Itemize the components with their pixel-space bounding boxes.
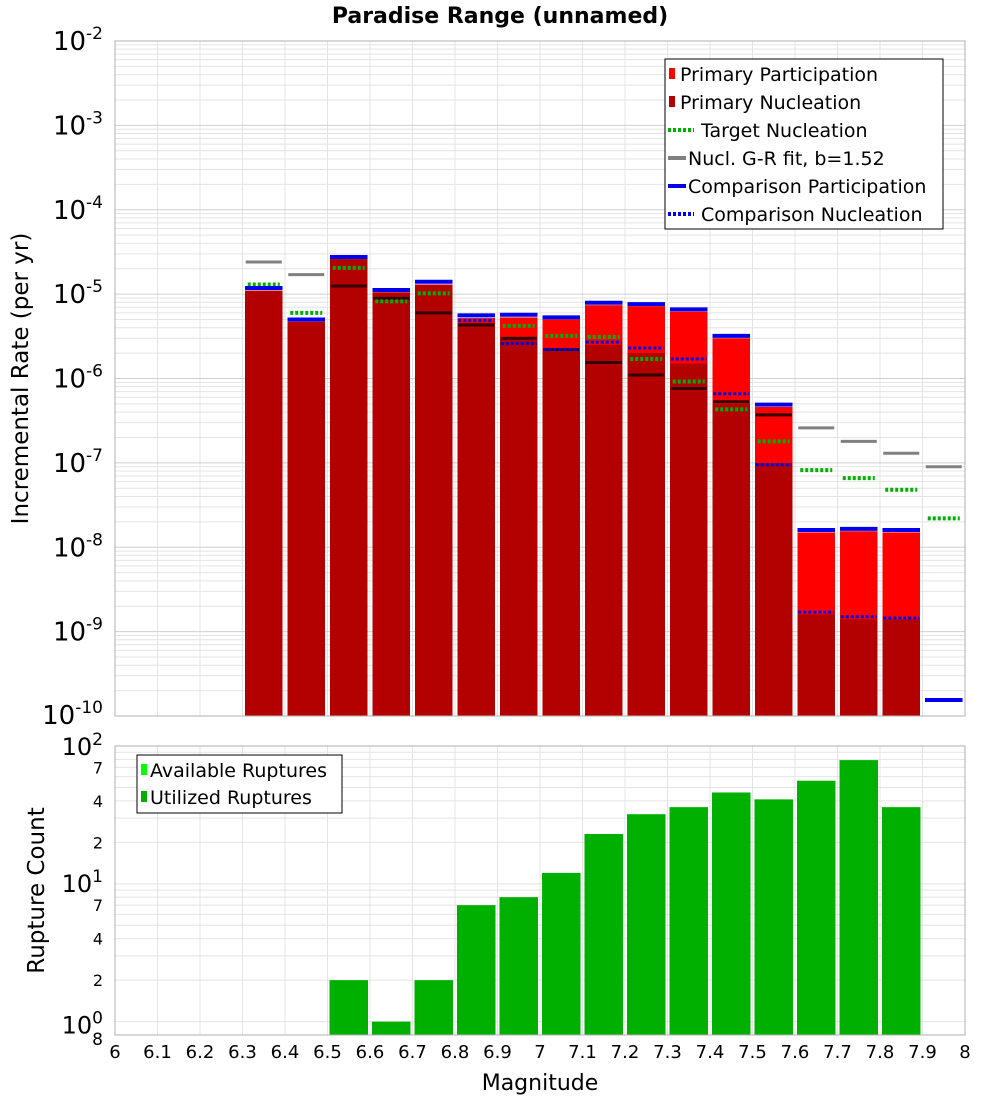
primary-nucleation-bar <box>245 290 283 716</box>
top-y-tick-label: 10-5 <box>53 277 103 310</box>
x-tick-label: 7.3 <box>653 1042 682 1063</box>
x-tick-label: 7.6 <box>781 1042 810 1063</box>
x-tick-label: 7 <box>534 1042 545 1063</box>
x-tick-label: 6.9 <box>483 1042 512 1063</box>
bottom-y-minor-tick-label: 7 <box>93 896 103 915</box>
top-y-axis-label: Incremental Rate (per yr) <box>8 233 34 525</box>
utilized-ruptures-bar <box>329 980 368 1035</box>
bottom-y-minor-tick-label: 4 <box>93 792 103 811</box>
top-legend-entry: Primary Nucleation <box>680 92 861 114</box>
utilized-ruptures-bar <box>839 760 878 1035</box>
utilized-ruptures-bar <box>584 833 623 1035</box>
legend-swatch <box>141 764 147 775</box>
utilized-ruptures-bar <box>669 807 708 1035</box>
top-plot-frame <box>114 40 966 717</box>
primary-nucleation-bar <box>797 614 835 716</box>
primary-nucleation-bar <box>457 322 495 716</box>
primary-nucleation-bar <box>287 321 325 716</box>
primary-nucleation-bar <box>415 284 453 716</box>
utilized-ruptures-bar <box>372 1021 411 1035</box>
top-y-tick-label: 10-8 <box>53 530 103 563</box>
bottom-y-minor-tick-label: 2 <box>93 833 103 852</box>
primary-nucleation-bar <box>330 259 368 716</box>
bottom-y-min-tick-label: 8 <box>92 1030 103 1050</box>
primary-nucleation-bar <box>670 363 708 716</box>
x-tick-label: 6.3 <box>228 1042 257 1063</box>
bottom-plot-frame <box>114 745 966 1036</box>
top-y-tick-label: 10-4 <box>53 193 103 226</box>
x-tick-label: 6.5 <box>313 1042 342 1063</box>
x-tick-label: 7.4 <box>696 1042 725 1063</box>
bottom-y-major-tick-label: 100 <box>62 1009 103 1040</box>
utilized-ruptures-bar <box>712 792 751 1035</box>
utilized-ruptures-bar <box>542 872 581 1035</box>
x-tick-label: 6.2 <box>186 1042 215 1063</box>
x-tick-label: 7.8 <box>866 1042 895 1063</box>
bottom-legend-entry: Available Ruptures <box>150 760 327 782</box>
x-tick-label: 6.1 <box>143 1042 172 1063</box>
utilized-ruptures-bar <box>627 814 666 1035</box>
primary-nucleation-bar <box>585 344 623 716</box>
x-tick-label: 6.7 <box>398 1042 427 1063</box>
utilized-ruptures-bar <box>754 799 793 1035</box>
top-y-tick-label: 10-9 <box>53 615 103 648</box>
top-legend-box <box>664 58 944 230</box>
chart-title: Paradise Range (unnamed) <box>332 4 668 29</box>
legend-swatch <box>669 96 675 107</box>
top-legend-entry: Comparison Nucleation <box>701 204 923 226</box>
primary-nucleation-bar <box>500 339 538 716</box>
primary-nucleation-bar <box>840 619 878 716</box>
utilized-ruptures-bar <box>882 807 921 1035</box>
primary-nucleation-bar <box>627 353 665 716</box>
top-y-tick-label: 10-3 <box>53 108 103 141</box>
primary-nucleation-bar <box>712 403 750 716</box>
x-tick-label: 6.6 <box>356 1042 385 1063</box>
primary-nucleation-bar <box>372 292 410 716</box>
top-y-tick-label: 10-10 <box>42 698 103 731</box>
primary-nucleation-bar <box>542 351 580 716</box>
bottom-y-major-tick-label: 101 <box>62 867 103 898</box>
top-y-tick-label: 10-7 <box>53 446 103 479</box>
primary-nucleation-bar <box>755 462 793 716</box>
bottom-y-minor-tick-label: 2 <box>93 971 103 990</box>
top-y-tick-label: 10-2 <box>53 24 103 57</box>
x-tick-label: 6.4 <box>271 1042 300 1063</box>
legend-swatch <box>141 791 147 802</box>
bottom-y-major-tick-label: 102 <box>62 730 103 761</box>
top-legend-entry: Primary Participation <box>680 64 878 86</box>
legend-swatch <box>669 68 675 79</box>
top-legend-entry: Nucl. G-R fit, b=1.52 <box>688 148 885 170</box>
primary-nucleation-bar <box>882 619 920 716</box>
top-legend-entry: Comparison Participation <box>688 176 926 198</box>
x-tick-label: 7.2 <box>611 1042 640 1063</box>
x-tick-label: 6.8 <box>441 1042 470 1063</box>
x-tick-label: 8 <box>959 1042 970 1063</box>
bottom-y-minor-tick-label: 4 <box>93 930 103 949</box>
bottom-legend-box <box>136 754 343 814</box>
x-tick-label: 7.1 <box>568 1042 597 1063</box>
utilized-ruptures-bar <box>457 905 496 1035</box>
x-tick-label: 7.5 <box>738 1042 767 1063</box>
x-tick-label: 6 <box>109 1042 120 1063</box>
x-axis-label: Magnitude <box>482 1071 599 1096</box>
utilized-ruptures-bar <box>797 780 836 1035</box>
utilized-ruptures-bar <box>414 980 453 1035</box>
x-tick-label: 7.9 <box>908 1042 937 1063</box>
top-y-tick-label: 10-6 <box>53 362 103 395</box>
utilized-ruptures-bar <box>499 897 538 1035</box>
bottom-legend-entry: Utilized Ruptures <box>150 787 312 809</box>
x-tick-label: 7.7 <box>823 1042 852 1063</box>
bottom-y-axis-label: Rupture Count <box>24 807 50 973</box>
top-legend-entry: Target Nucleation <box>700 120 868 142</box>
bottom-y-minor-tick-label: 7 <box>93 758 103 777</box>
